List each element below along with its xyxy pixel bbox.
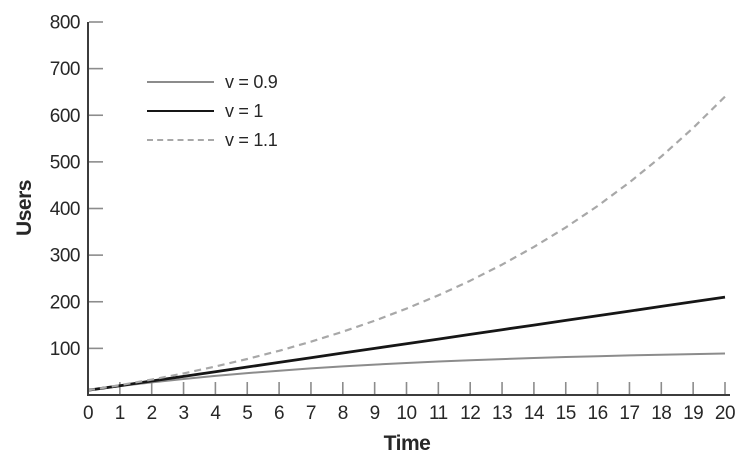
y-tick-label: 700 <box>50 59 80 80</box>
y-tick-label: 500 <box>50 152 80 173</box>
x-tick-label: 17 <box>619 403 639 424</box>
x-tick-label: 2 <box>147 403 157 424</box>
x-tick-label: 19 <box>683 403 703 424</box>
x-tick-label: 4 <box>210 403 221 424</box>
x-tick-label: 10 <box>396 403 416 424</box>
x-tick-label: 0 <box>83 403 93 424</box>
series-line-2 <box>87 295 726 392</box>
x-tick-label: 11 <box>429 403 448 424</box>
legend-label: v = 0.9 <box>225 71 278 92</box>
x-tick-label: 7 <box>306 403 316 424</box>
legend-item-3: v = 1.1 <box>147 125 278 154</box>
legend-label: v = 1 <box>225 100 264 121</box>
series-lines <box>87 95 726 392</box>
y-axis-title: Users <box>13 180 36 236</box>
y-tick-label: 600 <box>50 106 80 127</box>
x-tick-label: 12 <box>460 403 480 424</box>
axis-ticks <box>89 21 726 394</box>
y-tick-label: 100 <box>50 339 80 360</box>
x-axis-title: Time <box>383 432 431 455</box>
x-tick-label: 20 <box>715 403 735 424</box>
y-tick-label: 800 <box>50 13 80 34</box>
x-tick-label: 6 <box>274 403 284 424</box>
legend-label: v = 1.1 <box>225 129 278 150</box>
legend-item-2: v = 1 <box>147 96 277 125</box>
legend-line-sample <box>147 109 214 112</box>
legend-line-sample <box>147 80 214 83</box>
series-line-1 <box>87 352 726 392</box>
y-tick-label: 400 <box>50 199 80 220</box>
x-tick-label: 18 <box>651 403 671 424</box>
x-tick-label: 9 <box>370 403 380 424</box>
x-tick-label: 15 <box>556 403 576 424</box>
x-tick-label: 8 <box>338 403 348 424</box>
x-tick-label: 14 <box>524 403 545 424</box>
axes <box>87 22 730 396</box>
series-line-3 <box>87 95 726 392</box>
x-tick-label: 5 <box>242 403 252 424</box>
axis-lines <box>87 22 730 396</box>
legend-item-1: v = 0.9 <box>147 67 278 96</box>
legend: v = 0.9 v = 1 v = 1.1 <box>147 67 278 154</box>
y-tick-label: 200 <box>50 292 80 313</box>
x-tick-label: 13 <box>492 403 512 424</box>
x-tick-label: 1 <box>115 403 125 424</box>
x-tick-label: 3 <box>179 403 189 424</box>
legend-line-sample <box>147 138 214 141</box>
x-tick-label: 16 <box>588 403 608 424</box>
y-tick-label: 300 <box>50 246 80 267</box>
